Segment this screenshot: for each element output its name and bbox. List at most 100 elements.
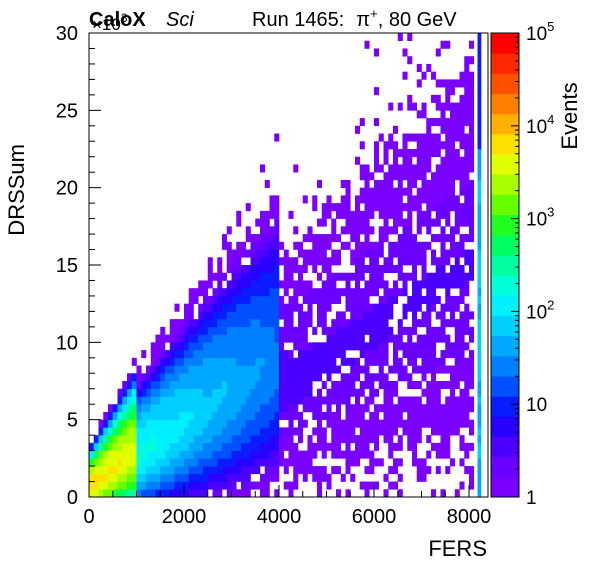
heatmap-cell: [454, 381, 460, 390]
heatmap-cell: [364, 357, 370, 366]
heatmap-cell: [136, 442, 142, 451]
heatmap-cell: [364, 396, 370, 405]
heatmap-cell: [440, 326, 446, 335]
heatmap-cell: [236, 404, 242, 413]
saturation-cell: [477, 350, 482, 359]
heatmap-cell: [222, 373, 228, 382]
heatmap-cell: [231, 272, 237, 281]
heatmap-cell: [336, 334, 342, 343]
heatmap-cell: [440, 435, 446, 444]
heatmap-cell: [388, 210, 394, 219]
heatmap-cell: [421, 249, 427, 258]
saturation-cell: [477, 466, 482, 475]
heatmap-cell: [359, 118, 365, 127]
heatmap-cell: [326, 373, 332, 382]
heatmap-cell: [364, 489, 370, 498]
saturation-cell: [477, 203, 482, 212]
heatmap-cell: [388, 195, 394, 204]
heatmap-cell: [421, 71, 427, 80]
heatmap-cell: [217, 280, 223, 289]
heatmap-cell: [397, 241, 403, 250]
heatmap-cell: [464, 218, 470, 227]
heatmap-cell: [269, 357, 275, 366]
heatmap-cell: [207, 334, 213, 343]
heatmap-cell: [416, 466, 422, 475]
heatmap-cell: [355, 388, 361, 397]
heatmap-cell: [464, 164, 470, 173]
heatmap-cell: [160, 373, 166, 382]
heatmap-cell: [217, 435, 223, 444]
saturation-cell: [477, 396, 482, 405]
heatmap-cell: [440, 303, 446, 312]
heatmap-cell: [421, 373, 427, 382]
heatmap-cell: [160, 427, 166, 436]
heatmap-cell: [450, 172, 456, 181]
heatmap-cell: [131, 442, 137, 451]
heatmap-cell: [226, 249, 232, 258]
heatmap-cell: [421, 458, 427, 467]
heatmap-cell: [198, 435, 204, 444]
heatmap-cell: [431, 411, 437, 420]
heatmap-cell: [355, 411, 361, 420]
heatmap-cell: [260, 265, 266, 274]
heatmap-cell: [464, 419, 470, 428]
heatmap-cell: [131, 404, 137, 413]
heatmap-cell: [397, 458, 403, 467]
heatmap-cell: [260, 481, 266, 490]
heatmap-cell: [469, 357, 475, 366]
heatmap-cell: [359, 187, 365, 196]
colorbar-segment: [491, 476, 519, 498]
heatmap-cell: [435, 210, 441, 219]
heatmap-cell: [355, 241, 361, 250]
heatmap-cell: [269, 388, 275, 397]
heatmap-cell: [345, 210, 351, 219]
heatmap-cell: [435, 357, 441, 366]
heatmap-cell: [174, 458, 180, 467]
x-tick-label: 2000: [162, 506, 207, 528]
heatmap-cell: [89, 442, 95, 451]
heatmap-cell: [426, 466, 432, 475]
heatmap-cell: [407, 350, 413, 359]
heatmap-cell: [146, 442, 152, 451]
heatmap-cell: [393, 458, 399, 467]
saturation-cell: [477, 265, 482, 274]
heatmap-cell: [393, 442, 399, 451]
heatmap-cell: [378, 303, 384, 312]
heatmap-cell: [212, 342, 218, 351]
heatmap-cell: [374, 404, 380, 413]
heatmap-cell: [350, 419, 356, 428]
heatmap-cell: [169, 396, 175, 405]
heatmap-cell: [155, 450, 161, 459]
heatmap-cell: [393, 288, 399, 297]
heatmap-cell: [345, 303, 351, 312]
heatmap-cell: [293, 450, 299, 459]
heatmap-cell: [255, 450, 261, 459]
heatmap-cell: [426, 303, 432, 312]
heatmap-cell: [198, 365, 204, 374]
heatmap-cell: [165, 419, 171, 428]
heatmap-cell: [350, 210, 356, 219]
heatmap-cell: [459, 125, 465, 134]
heatmap-cell: [264, 234, 270, 243]
heatmap-cell: [131, 473, 137, 482]
heatmap-cell: [98, 419, 104, 428]
heatmap-cell: [321, 427, 327, 436]
heatmap-cell: [226, 481, 232, 490]
heatmap-cell: [359, 381, 365, 390]
heatmap-cell: [378, 326, 384, 335]
heatmap-cell: [331, 357, 337, 366]
heatmap-cell: [378, 334, 384, 343]
heatmap-cell: [203, 365, 209, 374]
heatmap-cell: [212, 272, 218, 281]
heatmap-cell: [321, 257, 327, 266]
heatmap-cell: [359, 442, 365, 451]
heatmap-cell: [383, 319, 389, 328]
heatmap-cell: [393, 187, 399, 196]
heatmap-cell: [288, 435, 294, 444]
heatmap-cell: [374, 195, 380, 204]
saturation-cell: [477, 94, 482, 103]
heatmap-cell: [469, 326, 475, 335]
heatmap-cell: [402, 365, 408, 374]
heatmap-cell: [283, 388, 289, 397]
heatmap-cell: [222, 272, 228, 281]
